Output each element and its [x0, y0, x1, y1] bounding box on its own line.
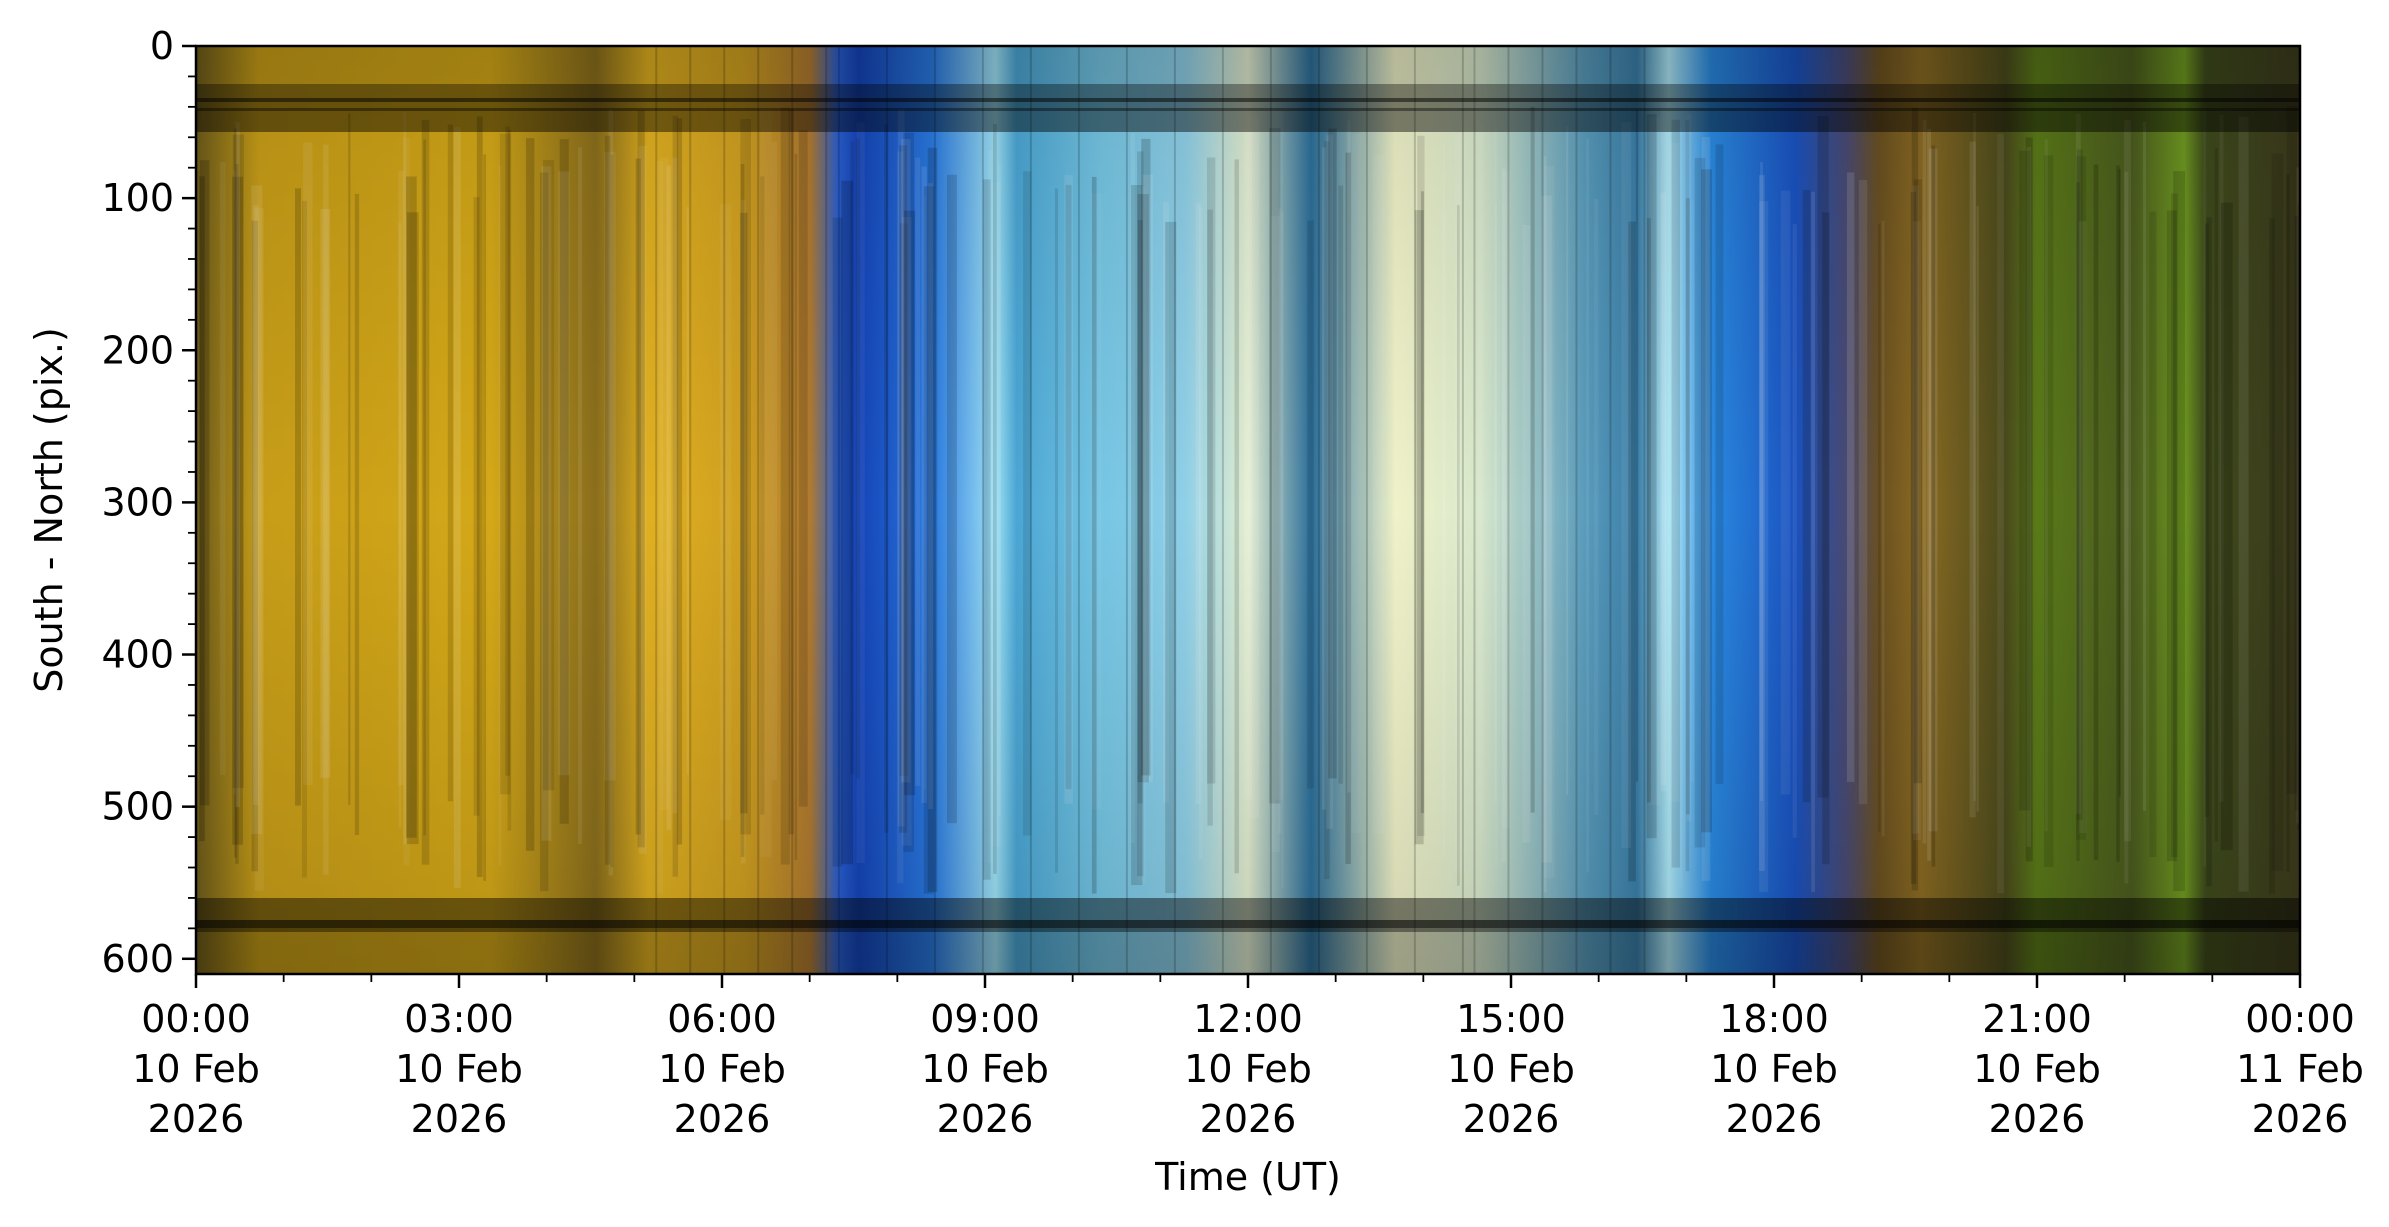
y-tick-label: 100	[101, 176, 174, 220]
top-edge-shade	[196, 46, 2300, 84]
vertical-shading	[196, 46, 2300, 974]
keogram-plot-area	[196, 46, 2300, 974]
top-band-line	[196, 98, 2300, 102]
y-axis-label: South - North (pix.)	[27, 327, 71, 693]
y-axis: 0 100 200 300 400 500 600	[101, 24, 196, 981]
y-tick-label: 600	[101, 937, 174, 981]
bottom-band-line	[196, 920, 2300, 932]
y-tick-label: 500	[101, 785, 174, 829]
y-tick-label: 200	[101, 328, 174, 372]
top-dark-band	[196, 84, 2300, 132]
bottom-band-edge	[196, 932, 2300, 974]
x-axis: 00:00 10 Feb 2026 03:00 10 Feb 2026 06:00 10 Fe…	[132, 974, 2364, 1141]
x-axis-label: Time (UT)	[1154, 1155, 1341, 1199]
x-tick-label: 21:00 10 Feb 2026	[1973, 997, 2101, 1141]
x-tick-label: 09:00 10 Feb 2026	[921, 997, 1049, 1141]
y-tick-label: 300	[101, 480, 174, 524]
y-tick-label: 400	[101, 633, 174, 677]
x-tick-label: 12:00 10 Feb 2026	[1184, 997, 1312, 1141]
x-tick-label: 06:00 10 Feb 2026	[658, 997, 786, 1141]
x-tick-label: 03:00 10 Feb 2026	[395, 997, 523, 1141]
y-tick-label: 0	[150, 24, 174, 68]
top-band-line-2	[196, 108, 2300, 111]
x-tick-label: 18:00 10 Feb 2026	[1710, 997, 1838, 1141]
x-tick-label: 15:00 10 Feb 2026	[1447, 997, 1575, 1141]
x-tick-label: 00:00 11 Feb 2026	[2236, 997, 2364, 1141]
x-tick-label: 00:00 10 Feb 2026	[132, 997, 260, 1141]
